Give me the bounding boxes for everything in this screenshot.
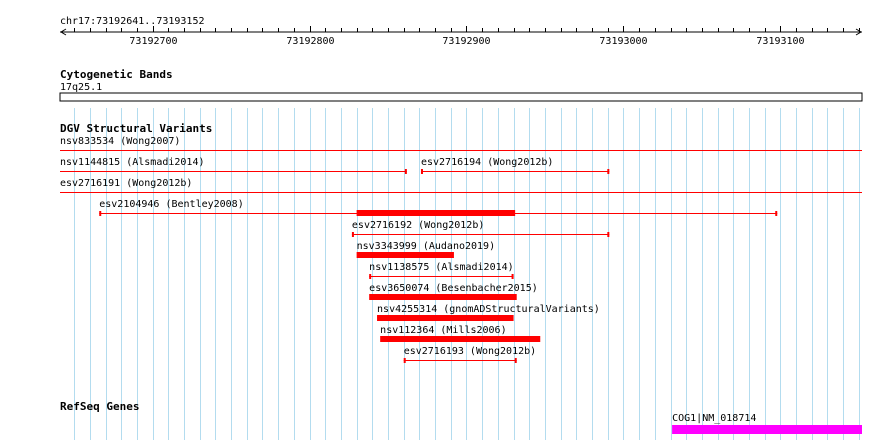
dgv-feature-bar[interactable] [380,336,541,342]
dgv-feature-start-cap [369,274,372,279]
dgv-feature-label: nsv1138575 (Alsmadi2014) [369,262,514,273]
dgv-feature-start-cap [403,358,406,363]
refseq-track: RefSeq Genes COG1|NM_018714 [60,400,862,434]
dgv-feature-start-cap [99,211,102,216]
dgv-feature-bar[interactable] [377,315,514,321]
dgv-feature-start-cap [420,169,423,174]
dgv-header: DGV Structural Variants [60,122,212,135]
cytoband-label: 17q25.1 [60,82,102,93]
refseq-header: RefSeq Genes [60,400,139,413]
dgv-feature[interactable]: nsv833534 (Wong2007) [60,136,862,151]
dgv-feature-bar[interactable] [369,294,517,300]
refseq-gene-label: COG1|NM_018714 [672,413,756,424]
refseq-gene-bar[interactable] [672,425,862,434]
dgv-feature-end-cap [514,358,517,363]
dgv-feature-start-cap [351,232,354,237]
cytoband-header: Cytogenetic Bands [60,68,173,81]
dgv-feature-end-cap [404,169,407,174]
dgv-features: nsv833534 (Wong2007) nsv1144815 (Alsmadi2… [60,136,862,363]
dgv-feature-end-cap [607,232,610,237]
ruler-tick-label: 73192800 [286,36,334,47]
dgv-feature-label: esv3650074 (Besenbacher2015) [369,283,538,294]
ruler-tick-label: 73193000 [599,36,647,47]
dgv-feature-end-cap [775,211,778,216]
dgv-track: DGV Structural Variants nsv833534 (Wong2… [60,122,862,363]
dgv-feature[interactable]: esv2104946 (Bentley2008) [99,199,778,216]
refseq-gene[interactable]: COG1|NM_018714 [672,413,862,434]
dgv-feature-label: esv2104946 (Bentley2008) [99,199,244,210]
dgv-feature[interactable]: esv3650074 (Besenbacher2015) [369,283,538,300]
grid-lines [74,108,860,440]
ruler-tick-label: 73193100 [756,36,804,47]
dgv-feature[interactable]: esv2716194 (Wong2012b) [420,157,610,174]
dgv-feature[interactable]: esv2716193 (Wong2012b) [403,346,536,363]
dgv-feature-end-cap [511,274,514,279]
dgv-feature-end-cap [607,169,610,174]
cytoband-track: Cytogenetic Bands 17q25.1 [59,68,863,102]
dgv-feature-label: esv2716194 (Wong2012b) [421,157,553,168]
ruler-left-arrow-icon [60,28,67,36]
dgv-feature-label: nsv1144815 (Alsmadi2014) [60,157,205,168]
dgv-feature[interactable]: nsv112364 (Mills2006) [380,325,541,342]
dgv-feature-label: esv2716192 (Wong2012b) [352,220,484,231]
dgv-feature[interactable]: nsv1138575 (Alsmadi2014) [369,262,514,279]
dgv-feature-label: esv2716193 (Wong2012b) [404,346,536,357]
refseq-features: COG1|NM_018714 [672,413,862,434]
cytoband-bar[interactable] [59,92,863,102]
ruler-tick-label: 73192700 [129,36,177,47]
ruler-ticks: 73192700 73192800 73192900 73193000 73193100 [74,26,860,47]
ruler-track: chr17:73192641..73193152 73192700 7319280… [60,16,862,47]
dgv-feature-label: esv2716191 (Wong2012b) [60,178,192,189]
dgv-feature[interactable]: nsv1144815 (Alsmadi2014) [60,157,407,174]
dgv-feature-label: nsv4255314 (gnomADStructuralVariants) [377,304,600,315]
dgv-feature-label: nsv833534 (Wong2007) [60,136,180,147]
dgv-feature-label: nsv112364 (Mills2006) [380,325,506,336]
ruler-right-arrow-icon [855,28,862,36]
dgv-feature-bar[interactable] [356,252,454,258]
dgv-feature[interactable]: esv2716191 (Wong2012b) [60,178,862,193]
dgv-feature[interactable]: esv2716192 (Wong2012b) [351,220,610,237]
dgv-feature[interactable]: nsv3343999 (Audano2019) [356,241,495,258]
coord-label: chr17:73192641..73193152 [60,16,205,27]
dgv-feature-label: nsv3343999 (Audano2019) [357,241,495,252]
dgv-feature-thick-block[interactable] [356,210,516,216]
ruler-tick-label: 73192900 [442,36,490,47]
dgv-feature[interactable]: nsv4255314 (gnomADStructuralVariants) [377,304,600,321]
